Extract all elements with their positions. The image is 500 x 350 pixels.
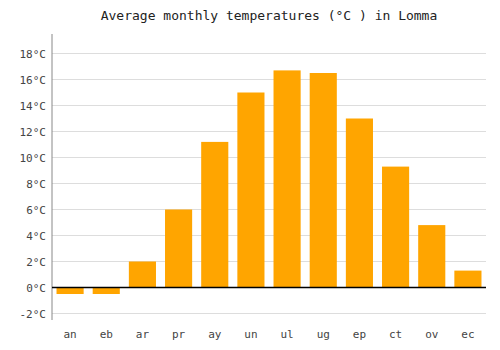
bar: [418, 225, 445, 287]
bars: [52, 70, 486, 294]
x-tick-label: ov: [425, 328, 439, 341]
y-tick-label: 12°C: [20, 126, 47, 139]
chart-container: Average monthly temperatures (°C ) in Lo…: [0, 0, 500, 350]
bar: [165, 210, 192, 288]
baseline: [52, 287, 486, 289]
x-tick-label: ct: [389, 328, 402, 341]
grid-line: [52, 79, 486, 80]
grid-line: [52, 183, 486, 184]
y-tick-label: 2°C: [26, 256, 46, 269]
grid-line: [52, 53, 486, 54]
x-tick-label: pr: [172, 328, 186, 341]
x-tick-label: ec: [461, 328, 474, 341]
y-tick-label: 4°C: [26, 230, 46, 243]
grid-line: [52, 287, 486, 288]
bar: [93, 288, 120, 295]
bar: [454, 271, 481, 288]
grid-line: [52, 105, 486, 106]
grid-line: [52, 209, 486, 210]
grid: [52, 54, 486, 314]
y-tick-label: 16°C: [20, 74, 47, 87]
y-tick-label: -2°C: [20, 308, 47, 321]
bar: [237, 93, 264, 288]
x-tick-label: ug: [317, 328, 330, 341]
bar: [382, 167, 409, 288]
bar: [274, 70, 301, 287]
chart: Average monthly temperatures (°C ) in Lo…: [0, 0, 500, 350]
x-tick-label: ar: [136, 328, 150, 341]
bar: [129, 262, 156, 288]
x-tick-label: ul: [280, 328, 293, 341]
grid-line: [52, 131, 486, 132]
bar: [310, 73, 337, 288]
y-tick-label: 8°C: [26, 178, 46, 191]
bar: [57, 288, 84, 295]
x-tick-label: un: [244, 328, 257, 341]
x-tick-label: eb: [100, 328, 113, 341]
x-tick-label: ay: [208, 328, 222, 341]
y-axis-line: [52, 34, 53, 320]
y-tick-label: 14°C: [20, 100, 47, 113]
x-tick-label: an: [63, 328, 76, 341]
title: Average monthly temperatures (°C ) in Lo…: [101, 8, 438, 23]
x-tick-label: ep: [353, 328, 366, 341]
y-tick-label: 6°C: [26, 204, 46, 217]
y-tick-label: 10°C: [20, 152, 47, 165]
grid-line: [52, 313, 486, 314]
bar: [346, 119, 373, 288]
y-tick-label: 18°C: [20, 48, 47, 61]
y-tick-label: 0°C: [26, 282, 46, 295]
grid-line: [52, 157, 486, 158]
bar: [201, 142, 228, 288]
